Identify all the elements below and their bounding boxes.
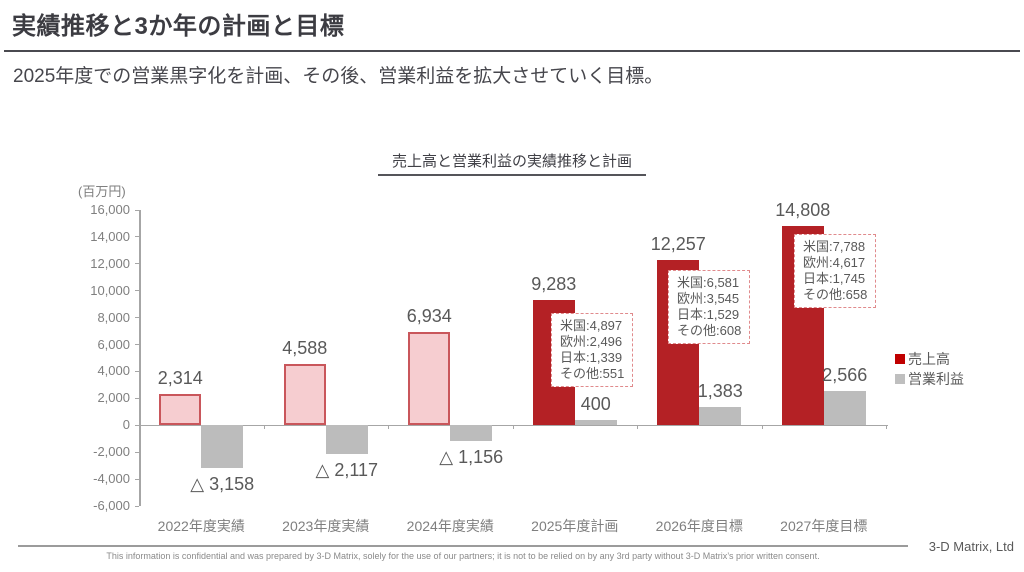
x-axis-label-2: 2024年度実績: [406, 518, 494, 534]
confidentiality-note: This information is confidential and was…: [106, 551, 820, 561]
bar-profit-5: [823, 390, 866, 426]
y-tick-mark: [135, 451, 139, 453]
y-tick-mark: [135, 424, 139, 426]
annotation-box-0: 米国:4,897 欧州:2,496 日本:1,339 その他:551: [551, 313, 634, 387]
y-axis-unit-label: (百万円): [78, 184, 126, 199]
chart-title-wrap: 売上高と営業利益の実績推移と計画: [0, 150, 1024, 176]
legend-label: 営業利益: [908, 371, 964, 387]
y-tick-label: 14,000: [90, 228, 130, 244]
footer-divider: [18, 545, 908, 547]
y-tick-label: 0: [122, 417, 130, 433]
title-divider: [4, 50, 1020, 52]
x-axis-label-5: 2027年度目標: [780, 518, 868, 534]
y-tick-mark: [135, 478, 139, 480]
y-tick-mark: [135, 317, 139, 319]
x-tick-mark: [388, 425, 389, 430]
legend-item-0: 売上高: [895, 351, 964, 367]
y-tick-label: 4,000: [97, 363, 130, 379]
annotation-line: 米国:7,788: [803, 239, 866, 254]
legend-swatch-icon: [895, 354, 905, 364]
x-axis-label-1: 2023年度実績: [282, 518, 370, 534]
annotation-line: 米国:4,897: [560, 318, 623, 333]
annotation-line: 米国:6,581: [677, 275, 740, 290]
x-axis-label-4: 2026年度目標: [655, 518, 743, 534]
profit-value-label-1: △ 2,117: [315, 459, 379, 480]
x-axis-label-0: 2022年度実績: [157, 518, 245, 534]
annotation-line: 欧州:4,617: [803, 255, 866, 270]
annotation-line: 欧州:2,496: [560, 334, 623, 349]
annotation-line: その他:658: [803, 287, 868, 302]
y-tick-mark: [135, 344, 139, 346]
x-tick-mark: [886, 425, 887, 430]
y-tick-label: 10,000: [90, 282, 130, 298]
bar-profit-0: [201, 425, 244, 468]
revenue-value-label-3: 9,283: [531, 274, 577, 295]
annotation-line: その他:608: [677, 323, 742, 338]
bar-revenue-1: [283, 363, 326, 426]
bar-revenue-0: [159, 394, 202, 426]
x-tick-mark: [263, 425, 265, 430]
annotation-box-2: 米国:7,788 欧州:4,617 日本:1,745 その他:658: [794, 234, 877, 308]
profit-value-label-0: △ 3,158: [190, 473, 255, 494]
bar-profit-3: [574, 419, 617, 426]
legend-label: 売上高: [908, 351, 950, 367]
bar-profit-4: [699, 406, 742, 426]
profit-value-label-5: 2,566: [822, 364, 868, 385]
annotation-line: 欧州:3,545: [677, 291, 740, 306]
legend-swatch-icon: [895, 374, 905, 384]
legend-item-1: 営業利益: [895, 371, 964, 387]
x-axis-line: [139, 424, 888, 427]
y-tick-mark: [135, 505, 139, 507]
y-tick-label: -4,000: [93, 471, 130, 487]
profit-value-label-3: 400: [580, 393, 611, 414]
y-axis-line: [139, 210, 141, 506]
x-axis-label-3: 2025年度計画: [531, 518, 619, 534]
legend: 売上高 営業利益: [895, 351, 964, 391]
x-tick-mark: [761, 425, 763, 430]
plot-area: 16,000 14,000 12,000 10,000 8,000 6,000 4,000 2…: [90, 200, 888, 534]
revenue-value-label-1: 4,588: [282, 337, 328, 358]
x-tick-mark: [139, 425, 140, 430]
page-subtitle: 2025年度での営業黒字化を計画、その後、営業利益を拡大させていく目標。: [13, 66, 664, 87]
annotation-line: 日本:1,745: [803, 271, 866, 286]
annotation-line: 日本:1,339: [560, 350, 623, 365]
y-tick-mark: [135, 263, 139, 265]
annotation-box-1: 米国:6,581 欧州:3,545 日本:1,529 その他:608: [668, 270, 751, 344]
y-tick-label: 12,000: [90, 255, 130, 271]
bar-profit-1: [325, 425, 368, 454]
y-tick-label: 2,000: [97, 390, 130, 406]
y-tick-mark: [135, 290, 139, 292]
revenue-value-label-2: 6,934: [406, 305, 452, 326]
x-tick-mark: [637, 425, 638, 430]
bar-profit-2: [450, 425, 493, 441]
y-tick-label: 6,000: [97, 336, 130, 352]
profit-value-label-4: 1,383: [697, 380, 743, 401]
revenue-value-label-5: 14,808: [775, 200, 831, 221]
y-tick-label: 16,000: [90, 202, 130, 217]
y-tick-mark: [135, 397, 139, 399]
x-tick-mark: [512, 425, 514, 430]
company-name: 3-D Matrix, Ltd: [928, 539, 1014, 554]
annotation-line: 日本:1,529: [677, 307, 740, 322]
y-tick-label: -6,000: [93, 498, 130, 513]
bar-revenue-2: [408, 331, 451, 426]
y-tick-mark: [135, 236, 139, 238]
y-tick-mark: [135, 370, 139, 372]
annotation-line: その他:551: [560, 366, 625, 381]
page-title: 実績推移と3か年の計画と目標: [12, 13, 345, 40]
revenue-value-label-0: 2,314: [157, 368, 203, 389]
revenue-value-label-4: 12,257: [650, 234, 706, 255]
y-tick-mark: [135, 209, 139, 211]
y-tick-label: -2,000: [93, 444, 130, 460]
chart-title: 売上高と営業利益の実績推移と計画: [377, 150, 646, 176]
profit-value-label-2: △ 1,156: [439, 446, 504, 467]
y-tick-label: 8,000: [97, 309, 130, 325]
